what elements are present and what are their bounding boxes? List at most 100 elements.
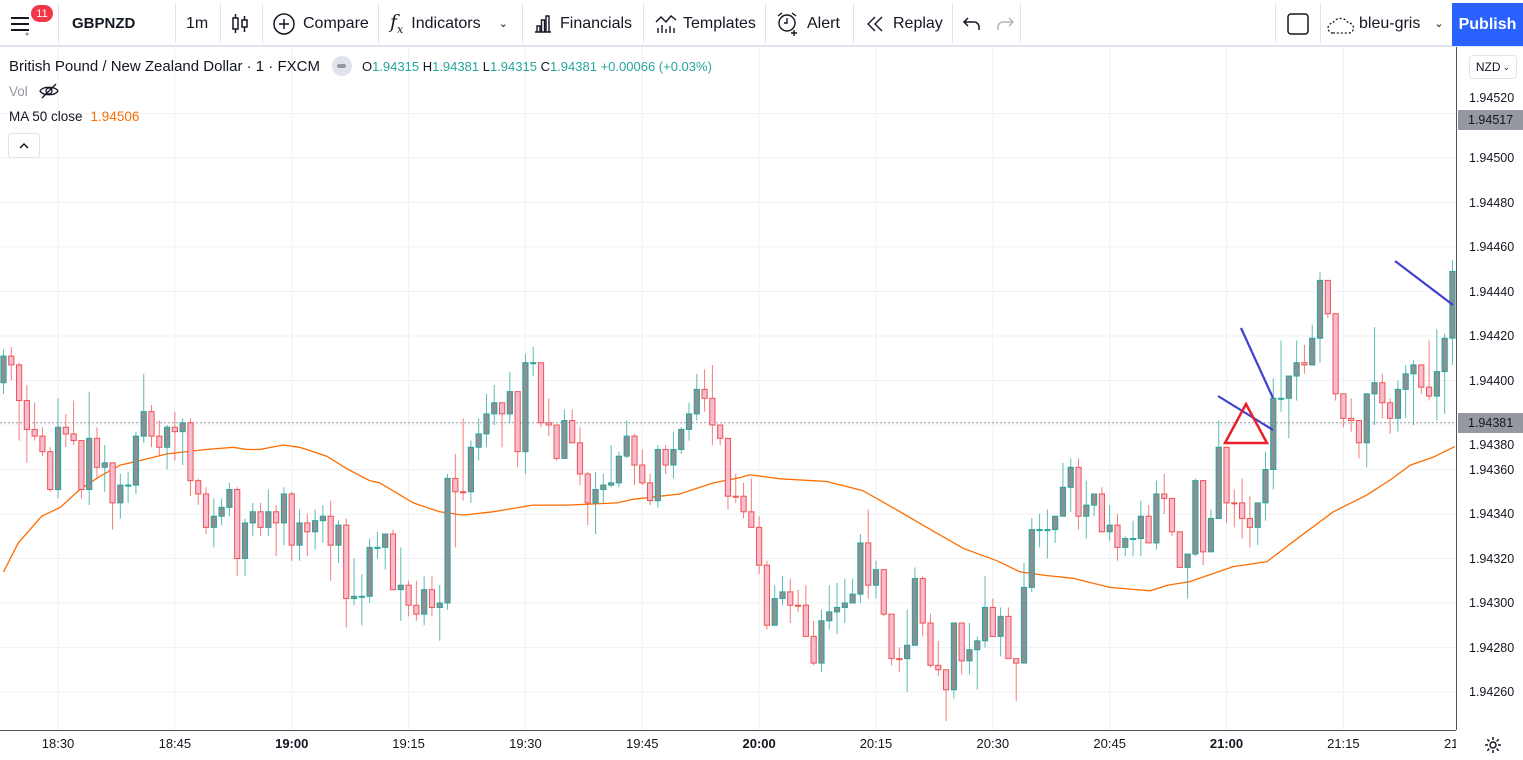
- candle-body: [997, 615, 1004, 637]
- candle-body: [1301, 362, 1308, 366]
- candle-body: [47, 451, 54, 491]
- candle: [452, 453, 459, 548]
- candle-body: [1324, 279, 1331, 315]
- candle: [1277, 340, 1285, 412]
- financials-button[interactable]: Financials: [533, 2, 632, 45]
- alert-button[interactable]: Alert: [776, 2, 840, 45]
- candle-body: [927, 622, 934, 666]
- candle-body: [1200, 480, 1207, 553]
- layout-menu-button[interactable]: bleu-gris ⌄: [1327, 2, 1444, 45]
- market-status-icon: [331, 56, 352, 76]
- candle: [771, 585, 778, 626]
- candle-body: [537, 362, 545, 424]
- candle: [62, 413, 69, 448]
- candle-body: [865, 542, 872, 586]
- candle-body: [1348, 417, 1355, 422]
- replay-button[interactable]: Replay: [866, 2, 943, 45]
- candle: [1168, 497, 1176, 537]
- candle: [382, 533, 389, 570]
- candle-body: [553, 424, 560, 459]
- trend-line-drawing: [1217, 395, 1274, 431]
- collapse-legend-button[interactable]: [8, 133, 40, 158]
- candle-body: [498, 402, 506, 415]
- main-menu-button[interactable]: [8, 2, 48, 45]
- candle: [421, 576, 428, 626]
- candle: [444, 473, 451, 610]
- candle-body: [911, 578, 919, 646]
- candle: [608, 445, 615, 488]
- candle-body: [631, 435, 638, 466]
- candle: [989, 598, 996, 637]
- candle: [1418, 364, 1425, 394]
- open-value: 1.94315: [372, 58, 420, 74]
- publish-button[interactable]: Publish: [1452, 3, 1523, 46]
- high-value: 1.94381: [432, 58, 480, 74]
- candle-body: [717, 424, 724, 439]
- candle-body: [942, 669, 950, 691]
- candle-body: [156, 435, 163, 448]
- candle-body: [1441, 337, 1448, 373]
- candle-body: [475, 433, 482, 448]
- candle-body: [312, 520, 319, 533]
- candle-body: [101, 462, 108, 468]
- candle: [397, 547, 404, 621]
- candle-body: [1028, 529, 1035, 588]
- rewind-icon: [867, 16, 883, 31]
- candle-body: [117, 484, 124, 504]
- candle-body: [125, 484, 132, 487]
- candle: [109, 462, 116, 530]
- candle-body: [709, 397, 716, 426]
- symbol-search-button[interactable]: GBPNZD: [72, 15, 136, 32]
- candle-body: [1067, 466, 1074, 488]
- candle: [904, 609, 911, 692]
- undo-button[interactable]: [962, 2, 982, 45]
- currency-dropdown[interactable]: NZD ⌄: [1469, 55, 1517, 79]
- candle-body: [1425, 386, 1433, 397]
- chart-settings-button[interactable]: [1483, 735, 1503, 760]
- candle: [101, 445, 108, 492]
- candle: [654, 445, 661, 508]
- interval-button[interactable]: 1m: [186, 14, 209, 32]
- candle-body: [756, 526, 763, 566]
- candle-body: [218, 506, 225, 517]
- templates-button[interactable]: Templates: [655, 2, 756, 45]
- candle: [241, 518, 249, 577]
- price-axis[interactable]: [1456, 47, 1523, 730]
- volume-label[interactable]: Vol: [9, 83, 28, 99]
- ma-label[interactable]: MA 50 close: [9, 109, 83, 124]
- chart-type-button[interactable]: [230, 2, 250, 45]
- compare-button[interactable]: Compare: [272, 2, 369, 45]
- candle: [1153, 480, 1160, 550]
- candle-body: [514, 391, 521, 453]
- price-chart[interactable]: [0, 0, 1456, 730]
- trend-line-drawing: [1239, 327, 1275, 399]
- candle-body: [280, 493, 288, 524]
- eye-off-icon[interactable]: [38, 82, 60, 100]
- bar-chart-icon: [535, 14, 551, 33]
- redo-button[interactable]: [995, 2, 1015, 45]
- candle-body: [249, 511, 256, 524]
- symbol-title[interactable]: British Pound / New Zealand Dollar · 1 ·…: [9, 57, 320, 75]
- candle: [257, 502, 264, 537]
- candle-body: [561, 420, 568, 459]
- candle: [140, 373, 147, 443]
- candle-body: [569, 420, 576, 444]
- candle: [942, 669, 950, 721]
- candle-body: [319, 515, 326, 522]
- candle-body: [1184, 553, 1191, 568]
- candle-body: [1176, 531, 1183, 568]
- candle: [592, 471, 599, 535]
- candle: [958, 622, 965, 675]
- candle-body: [31, 428, 38, 437]
- candle: [787, 578, 794, 624]
- candle: [1059, 462, 1067, 517]
- candle: [202, 487, 210, 535]
- candle: [748, 478, 755, 528]
- fullscreen-button[interactable]: [1287, 2, 1309, 45]
- top-toolbar: 11 GBPNZD 1m Compare fx Indicators ⌄ Fin…: [0, 0, 1523, 47]
- volume-legend: Vol: [9, 82, 60, 100]
- time-axis[interactable]: [0, 730, 1456, 759]
- candle: [600, 473, 607, 503]
- indicators-button[interactable]: fx Indicators ⌄: [390, 2, 508, 45]
- symbol-legend: British Pound / New Zealand Dollar · 1 ·…: [9, 56, 712, 76]
